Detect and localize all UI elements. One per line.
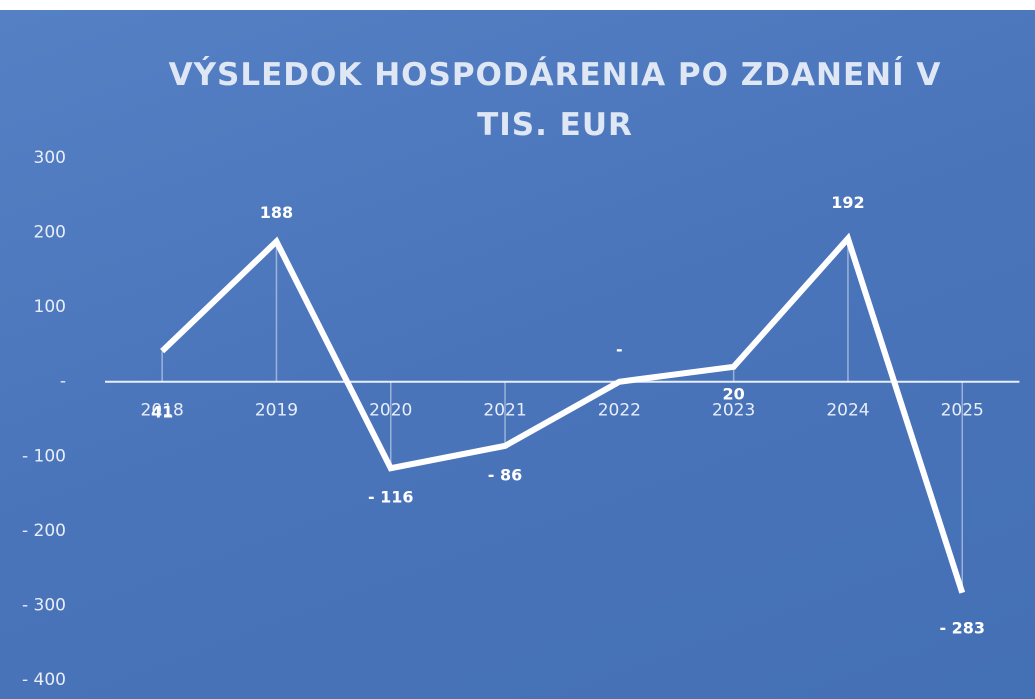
data-label: - 86	[488, 465, 522, 484]
x-tick-label: 2023	[712, 401, 755, 421]
data-label: 41	[151, 403, 173, 422]
x-tick-label: 2024	[826, 401, 869, 421]
y-tick-label: 200	[34, 223, 66, 243]
y-tick-label: - 200	[22, 521, 66, 541]
y-tick-label: - 300	[22, 595, 66, 615]
data-label: - 283	[939, 618, 985, 637]
x-tick-label: 2022	[598, 401, 641, 421]
x-tick-label: 2020	[369, 401, 412, 421]
chart-title: VÝSLEDOK HOSPODÁRENIA PO ZDANENÍ V TIS. …	[168, 57, 942, 143]
x-tick-label: 2021	[483, 401, 526, 421]
line-series	[160, 232, 966, 594]
y-tick-label: - 400	[22, 670, 66, 690]
y-tick-label: - 100	[22, 446, 66, 466]
data-label: -	[616, 340, 623, 359]
x-tick-label: 2025	[941, 401, 984, 421]
x-tick-label: 2019	[255, 401, 298, 421]
data-label: 20	[723, 384, 745, 403]
y-tick-label: -	[60, 372, 66, 392]
chart-area: VÝSLEDOK HOSPODÁRENIA PO ZDANENÍ V TIS. …	[0, 10, 1035, 699]
data-label: 192	[831, 193, 864, 212]
data-label: 188	[260, 203, 293, 222]
data-label: - 116	[368, 488, 414, 507]
y-tick-label: 300	[34, 148, 66, 168]
y-tick-label: 100	[34, 297, 66, 317]
x-tick-label: 2018	[141, 401, 184, 421]
